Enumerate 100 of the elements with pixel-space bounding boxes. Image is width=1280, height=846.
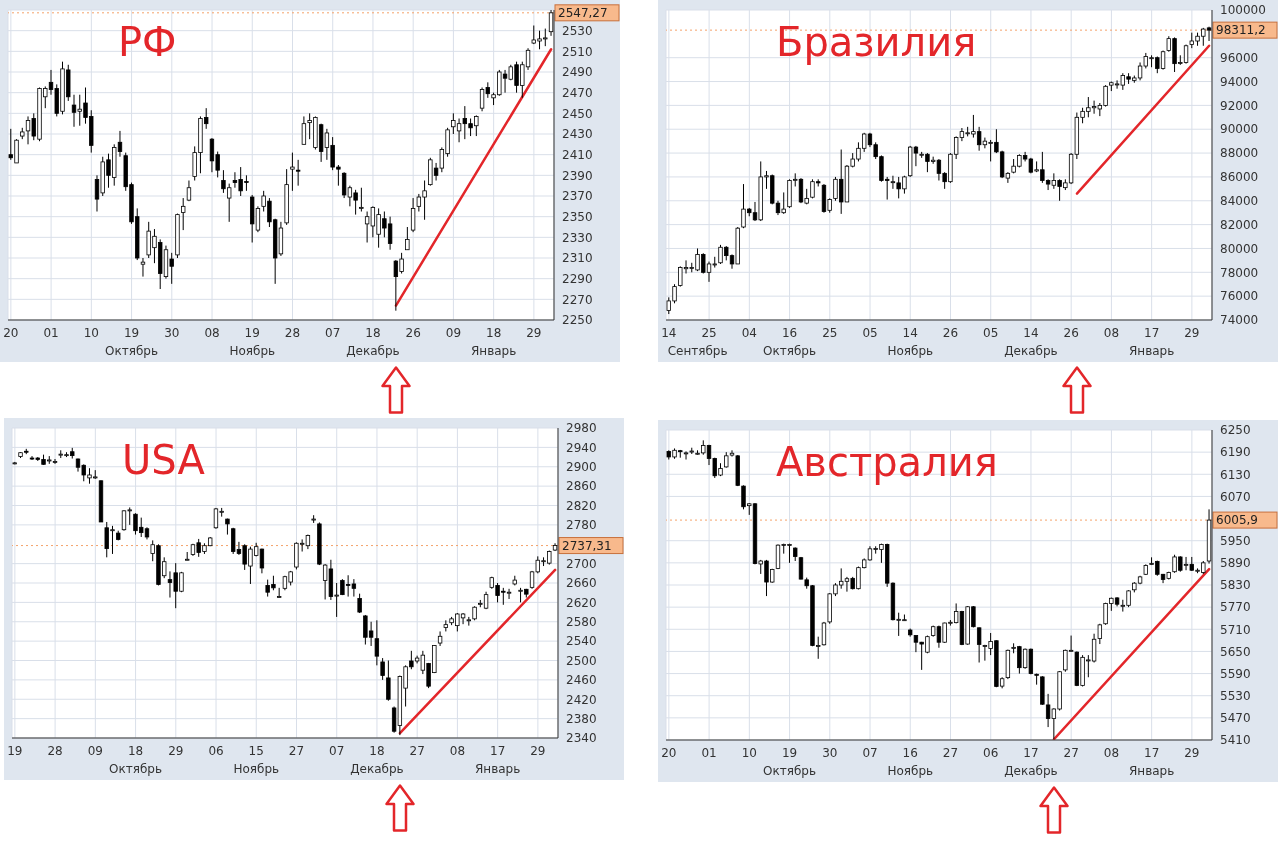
chart-title: РФ bbox=[118, 19, 177, 65]
chart-title: Австралия bbox=[776, 439, 998, 485]
y-tick-label: 5530 bbox=[1220, 688, 1251, 703]
x-tick-label: 05 bbox=[983, 325, 999, 340]
y-tick-label: 2820 bbox=[566, 498, 597, 513]
ref-line-label: 2737,31 bbox=[562, 538, 612, 553]
text: Сентябрь bbox=[667, 343, 728, 358]
x-tick-label: 30 bbox=[822, 745, 838, 760]
candlestick bbox=[976, 626, 982, 663]
y-tick-label: 2500 bbox=[566, 653, 597, 668]
x-tick-label: 18 bbox=[127, 743, 144, 758]
y-tick-label: 6250 bbox=[1220, 423, 1251, 438]
x-tick-label: 17 bbox=[490, 743, 506, 758]
y-tick-label: 2340 bbox=[566, 731, 597, 746]
y-tick-label: 5830 bbox=[1220, 578, 1251, 593]
candlestick bbox=[380, 657, 385, 681]
x-tick-label: 26 bbox=[942, 325, 959, 340]
y-tick-label: 2510 bbox=[562, 44, 593, 59]
text: Январь bbox=[475, 761, 521, 776]
y-tick-label: 2330 bbox=[562, 230, 593, 245]
x-tick-label: 29 bbox=[526, 325, 542, 340]
candlestick bbox=[437, 630, 443, 647]
x-tick-label: 14 bbox=[1023, 325, 1039, 340]
text: Декабрь bbox=[1004, 763, 1058, 778]
x-tick-label: 29 bbox=[530, 743, 546, 758]
text: Декабрь bbox=[346, 343, 400, 358]
y-tick-label: 2290 bbox=[562, 271, 593, 286]
x-tick-label: 17 bbox=[1144, 325, 1160, 340]
x-tick-label: 14 bbox=[902, 325, 918, 340]
y-tick-label: 86000 bbox=[1220, 170, 1259, 185]
x-tick-label: 09 bbox=[445, 325, 462, 340]
x-tick-label: 19 bbox=[244, 325, 260, 340]
y-tick-label: 5890 bbox=[1220, 556, 1251, 571]
y-tick-label: 2410 bbox=[562, 147, 593, 162]
text: Октябрь bbox=[109, 761, 163, 776]
x-tick-label: 26 bbox=[1063, 325, 1079, 340]
y-tick-label: 6070 bbox=[1220, 489, 1251, 504]
x-tick-label: 18 bbox=[365, 325, 381, 340]
ref-line-label: 98311,2 bbox=[1216, 23, 1266, 38]
text: Ноябрь bbox=[887, 343, 934, 358]
x-tick-label: 06 bbox=[208, 743, 224, 758]
text: Январь bbox=[471, 343, 517, 358]
y-tick-label: 80000 bbox=[1220, 241, 1259, 256]
x-tick-label: 17 bbox=[1023, 745, 1039, 760]
text: Октябрь bbox=[763, 343, 817, 358]
y-tick-label: 2380 bbox=[566, 711, 597, 726]
y-tick-label: 92000 bbox=[1220, 98, 1259, 113]
y-tick-label: 2450 bbox=[562, 106, 593, 121]
y-tick-label: 2860 bbox=[566, 479, 597, 494]
x-tick-label: 08 bbox=[1103, 745, 1120, 760]
y-tick-label: 2540 bbox=[566, 634, 597, 649]
text: Декабрь bbox=[1004, 343, 1058, 358]
x-tick-label: 29 bbox=[1184, 325, 1200, 340]
x-tick-label: 15 bbox=[248, 743, 264, 758]
x-tick-label: 29 bbox=[168, 743, 184, 758]
y-tick-label: 2390 bbox=[562, 168, 593, 183]
x-tick-label: 28 bbox=[47, 743, 63, 758]
y-tick-label: 84000 bbox=[1220, 194, 1259, 209]
text: Декабрь bbox=[350, 761, 404, 776]
y-tick-label: 2490 bbox=[562, 65, 593, 80]
chart-title: Бразилия bbox=[776, 19, 977, 65]
text: Январь bbox=[1129, 763, 1175, 778]
y-tick-label: 5410 bbox=[1220, 733, 1251, 748]
y-tick-label: 2580 bbox=[566, 615, 597, 630]
text: Январь bbox=[1129, 343, 1175, 358]
y-tick-label: 5770 bbox=[1220, 600, 1251, 615]
y-tick-label: 88000 bbox=[1220, 146, 1259, 161]
x-tick-label: 27 bbox=[409, 743, 425, 758]
y-tick-label: 2350 bbox=[562, 209, 593, 224]
y-tick-label: 78000 bbox=[1220, 265, 1259, 280]
x-tick-label: 30 bbox=[164, 325, 180, 340]
x-tick-label: 27 bbox=[288, 743, 305, 758]
y-tick-label: 2980 bbox=[566, 421, 597, 436]
candlestick bbox=[301, 115, 307, 145]
y-tick-label: 2370 bbox=[562, 189, 593, 204]
x-tick-label: 06 bbox=[983, 745, 999, 760]
text: Ноябрь bbox=[887, 763, 934, 778]
text: Октябрь bbox=[763, 763, 817, 778]
y-tick-label: 74000 bbox=[1220, 313, 1259, 328]
x-tick-label: 20 bbox=[3, 325, 19, 340]
x-tick-label: 08 bbox=[204, 325, 220, 340]
candlestick bbox=[386, 660, 391, 702]
x-tick-label: 10 bbox=[741, 745, 757, 760]
candlestick bbox=[295, 159, 301, 187]
y-tick-label: 6190 bbox=[1220, 445, 1251, 460]
ref-line-label: 2547,27 bbox=[558, 5, 608, 20]
x-tick-label: 14 bbox=[661, 325, 677, 340]
y-tick-label: 5950 bbox=[1220, 533, 1251, 548]
y-tick-label: 2470 bbox=[562, 85, 593, 100]
y-tick-label: 5710 bbox=[1220, 622, 1251, 637]
x-tick-label: 05 bbox=[862, 325, 878, 340]
x-tick-label: 25 bbox=[822, 325, 838, 340]
x-tick-label: 08 bbox=[1103, 325, 1120, 340]
y-tick-label: 2270 bbox=[562, 292, 593, 307]
x-tick-label: 16 bbox=[781, 325, 798, 340]
x-tick-label: 19 bbox=[7, 743, 23, 758]
x-tick-label: 27 bbox=[1063, 745, 1079, 760]
y-tick-label: 2780 bbox=[566, 518, 597, 533]
x-tick-label: 16 bbox=[902, 745, 918, 760]
x-tick-label: 19 bbox=[781, 745, 798, 760]
